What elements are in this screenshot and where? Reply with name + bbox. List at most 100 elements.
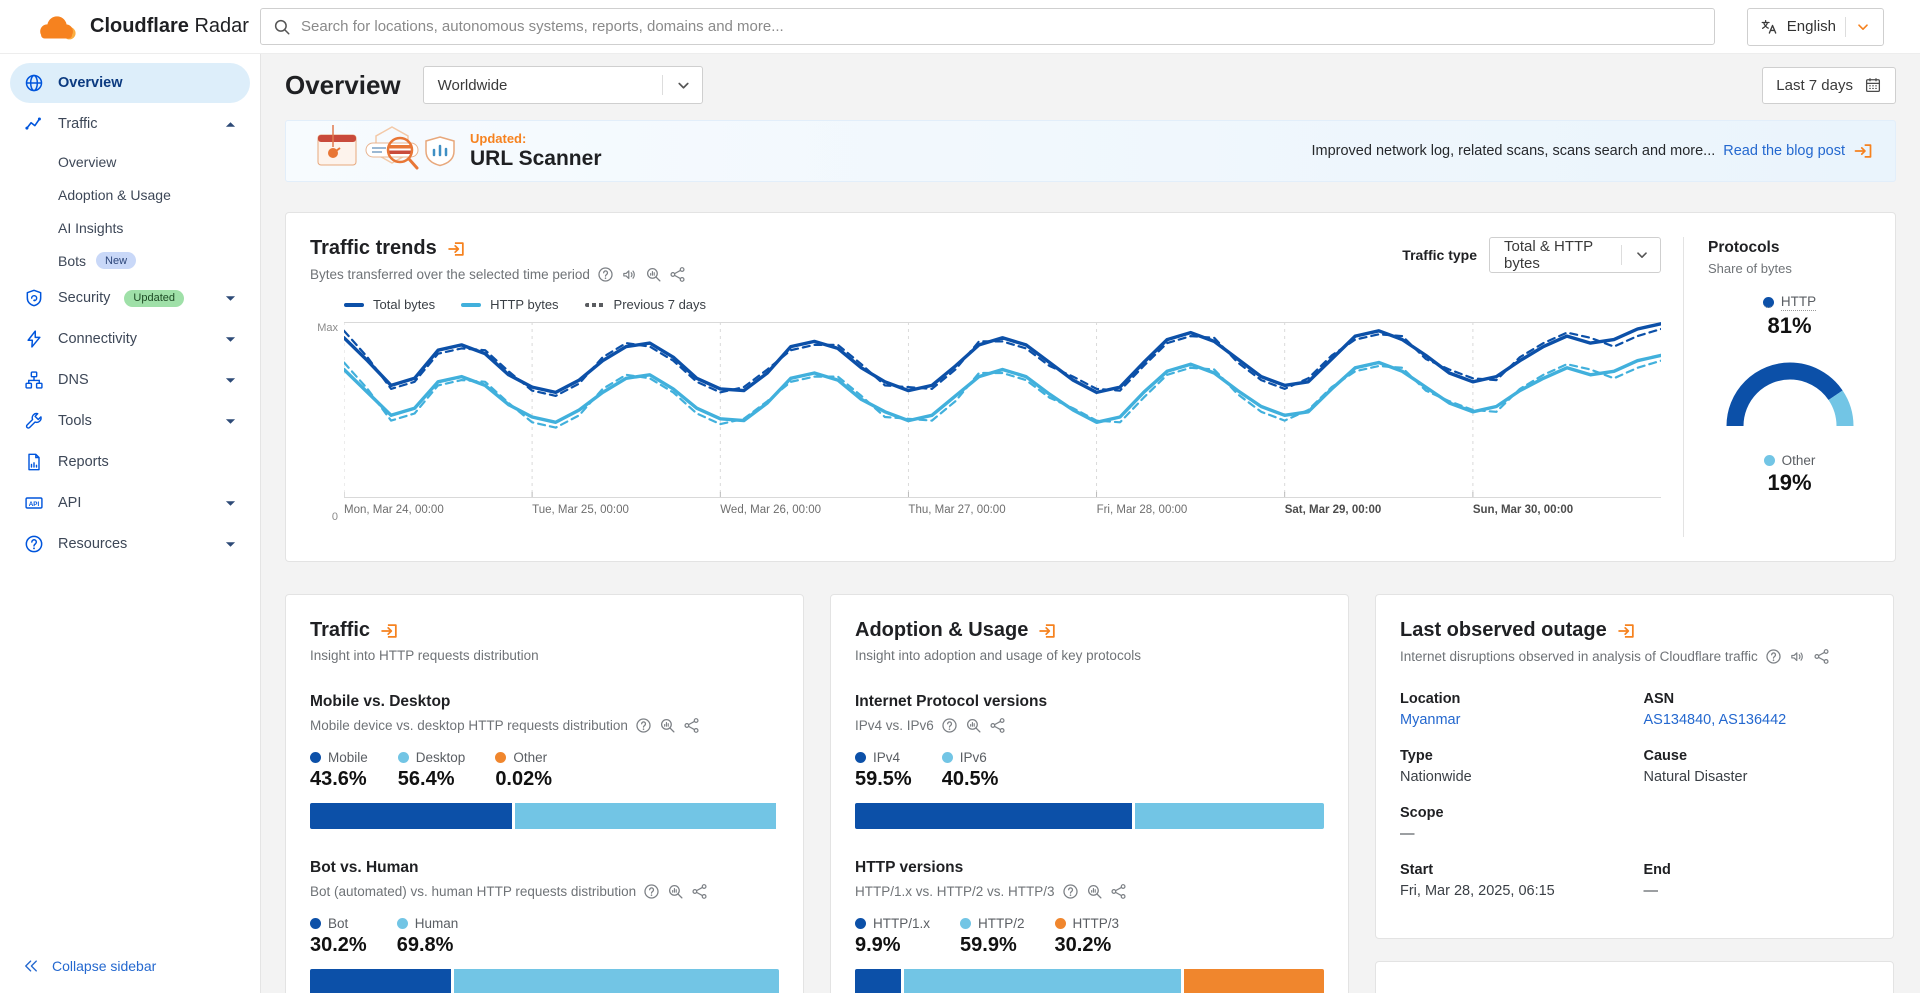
sidebar-subitem-bots[interactable]: Bots New — [0, 244, 260, 277]
date-range-button[interactable]: Last 7 days — [1762, 66, 1896, 104]
protocols-subtitle: Share of bytes — [1708, 261, 1792, 276]
sidebar-item-overview[interactable]: Overview — [10, 63, 250, 103]
chevron-down-icon — [675, 77, 692, 94]
read-blog-post-link[interactable]: Read the blog post — [1723, 143, 1845, 159]
open-in-page-icon[interactable] — [1038, 621, 1058, 641]
top-navbar: Cloudflare Radar English — [0, 0, 1920, 54]
page-header: Overview Worldwide Last 7 days — [285, 66, 1896, 104]
chevron-down-icon — [225, 295, 236, 301]
help-icon[interactable] — [643, 883, 660, 900]
outage-details: Location Myanmar ASN AS134840, AS136442 … — [1400, 691, 1869, 899]
help-icon[interactable] — [1062, 883, 1079, 900]
last-observed-outage-card: Last observed outage Internet disruption… — [1375, 594, 1894, 939]
language-selector[interactable]: English — [1746, 7, 1884, 46]
traffic-trends-chart — [344, 322, 1661, 498]
x-axis-labels: Mon, Mar 24, 00:00 Tue, Mar 25, 00:00 Wed,… — [344, 504, 1574, 516]
traffic-card: Traffic Insight into HTTP requests distr… — [285, 594, 804, 993]
sidebar-item-traffic[interactable]: Traffic — [10, 104, 250, 144]
search-icon — [274, 19, 290, 34]
url-scanner-banner[interactable]: Updated: URL Scanner Improved network lo… — [285, 120, 1896, 182]
sidebar-item-security[interactable]: Security Updated — [10, 278, 250, 318]
report-icon — [28, 453, 40, 471]
sidebar-item-reports[interactable]: Reports — [10, 442, 250, 482]
zoom-chart-icon[interactable] — [659, 717, 676, 734]
cloudflare-radar-logo[interactable]: Cloudflare Radar — [34, 12, 260, 42]
sidebar-item-connectivity[interactable]: Connectivity — [10, 319, 250, 359]
stat-http3: HTTP/3 30.2% — [1054, 916, 1120, 956]
collapse-sidebar-button[interactable]: Collapse sidebar — [0, 939, 260, 993]
help-icon[interactable] — [635, 717, 652, 734]
traffic-type-label: Traffic type — [1402, 247, 1477, 263]
outage-asn: ASN AS134840, AS136442 — [1644, 691, 1870, 728]
share-icon[interactable] — [1813, 648, 1830, 665]
zoom-chart-icon[interactable] — [965, 717, 982, 734]
traffic-trends-card: Traffic trends Bytes transferred over th… — [285, 212, 1896, 562]
stat-mobile: Mobile 43.6% — [310, 750, 368, 790]
summary-cards-row: Traffic Insight into HTTP requests distr… — [285, 594, 1896, 993]
mobile-desktop-section: Mobile vs. Desktop Mobile device vs. des… — [310, 693, 779, 829]
share-icon[interactable] — [669, 266, 686, 283]
global-search[interactable] — [260, 8, 1715, 45]
dns-hierarchy-icon — [25, 371, 43, 389]
outage-end: End — — [1643, 862, 1671, 899]
announcement-icon[interactable] — [621, 266, 638, 283]
help-icon[interactable] — [1765, 648, 1782, 665]
outage-type: Type Nationwide — [1400, 748, 1472, 785]
zoom-chart-icon[interactable] — [1086, 883, 1103, 900]
language-label: English — [1786, 18, 1836, 35]
bot-human-bar — [310, 969, 779, 993]
question-circle-icon — [24, 534, 44, 554]
help-icon[interactable] — [597, 266, 614, 283]
sidebar-item-label: Overview — [58, 75, 123, 91]
announcement-icon[interactable] — [1789, 648, 1806, 665]
share-icon[interactable] — [691, 883, 708, 900]
sidebar-item-label: Reports — [58, 454, 109, 470]
adoption-card-title: Adoption & Usage — [855, 619, 1029, 641]
share-icon[interactable] — [683, 717, 700, 734]
sidebar-item-dns[interactable]: DNS — [10, 360, 250, 400]
shield-icon — [26, 289, 42, 307]
bot-human-section: Bot vs. Human Bot (automated) vs. human … — [310, 859, 779, 993]
sidebar-item-resources[interactable]: Resources — [10, 524, 250, 564]
sidebar-item-tools[interactable]: Tools — [10, 401, 250, 441]
updated-badge: Updated — [124, 289, 184, 307]
chevron-down-icon — [225, 500, 236, 506]
new-badge: New — [96, 252, 137, 269]
zoom-chart-icon[interactable] — [667, 883, 684, 900]
traffic-type-selector[interactable]: Total & HTTP bytes — [1489, 237, 1661, 273]
banner-text: Updated: URL Scanner — [470, 131, 602, 171]
search-input[interactable] — [301, 18, 1702, 35]
sidebar-subitem-traffic-overview[interactable]: Overview — [58, 153, 117, 170]
adoption-usage-card: Adoption & Usage Insight into adoption a… — [830, 594, 1349, 993]
calendar-icon — [1864, 76, 1882, 94]
location-link[interactable]: Myanmar — [1400, 712, 1461, 728]
banner-updated-label: Updated: — [470, 131, 527, 146]
share-icon[interactable] — [989, 717, 1006, 734]
sidebar-item-api[interactable]: API API — [10, 483, 250, 523]
stat-ipv6: IPv6 40.5% — [941, 750, 999, 790]
legend-previous-7-days: Previous 7 days — [584, 297, 706, 312]
stat-http1: HTTP/1.x 9.9% — [855, 916, 931, 956]
open-in-page-icon[interactable] — [1617, 621, 1637, 641]
chevron-down-icon — [225, 336, 236, 342]
main-content: Overview Worldwide Last 7 days — [261, 54, 1920, 993]
divider — [1845, 16, 1846, 37]
open-in-page-icon[interactable] — [380, 621, 400, 641]
outage-start: Start Fri, Mar 28, 2025, 06:15 — [1400, 862, 1555, 899]
outage-card-title: Last observed outage — [1400, 619, 1607, 641]
traffic-trends-title: Traffic trends — [310, 237, 437, 259]
sidebar-subitem-adoption-usage[interactable]: Adoption & Usage — [58, 186, 171, 203]
chevron-down-icon — [225, 418, 236, 424]
region-selector[interactable]: Worldwide — [422, 66, 703, 104]
asn-links[interactable]: AS134840, AS136442 — [1643, 712, 1787, 728]
open-in-page-icon[interactable] — [447, 239, 467, 259]
legend-http-bytes: HTTP bytes — [461, 297, 559, 312]
zoom-chart-icon[interactable] — [645, 266, 662, 283]
sidebar-subitem-ai-insights[interactable]: AI Insights — [58, 219, 124, 236]
ip-versions-section: Internet Protocol versions IPv4 vs. IPv6… — [855, 693, 1324, 829]
help-icon[interactable] — [941, 717, 958, 734]
sidebar-item-label: Connectivity — [58, 331, 137, 347]
sidebar-item-label: DNS — [58, 372, 89, 388]
http-versions-bar — [855, 969, 1324, 993]
share-icon[interactable] — [1110, 883, 1127, 900]
